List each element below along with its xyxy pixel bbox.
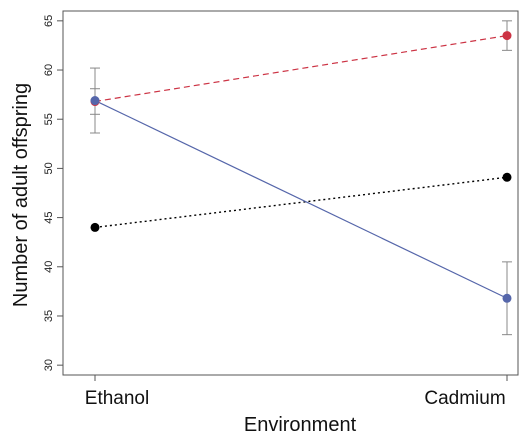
y-axis-title: Number of adult offspring: [10, 83, 32, 307]
y-tick-label: 50: [43, 162, 55, 174]
data-point: [502, 293, 512, 303]
y-tick-label: 65: [43, 15, 55, 27]
y-tick-label: 35: [43, 310, 55, 322]
y-tick-label: 40: [43, 261, 55, 273]
series-line: [94, 99, 508, 299]
y-tick-label: 30: [43, 359, 55, 371]
plot-frame: [62, 10, 519, 376]
data-point: [502, 172, 512, 182]
data-point: [90, 96, 100, 106]
series-line: [94, 35, 508, 103]
series-layer: [90, 20, 512, 336]
x-tick-label: Ethanol: [85, 388, 149, 409]
series-line: [94, 176, 508, 229]
y-tick-label: 60: [43, 64, 55, 76]
y-axis: 30 35 40 45 50 55 60 65: [43, 15, 63, 371]
x-axis-title: Environment: [244, 414, 357, 436]
y-tick-label: 45: [43, 211, 55, 223]
data-point: [502, 31, 512, 41]
data-point: [90, 222, 100, 232]
x-tick-label: Cadmium: [424, 388, 505, 409]
y-tick-label: 55: [43, 113, 55, 125]
x-axis: Ethanol Cadmium: [85, 375, 508, 409]
